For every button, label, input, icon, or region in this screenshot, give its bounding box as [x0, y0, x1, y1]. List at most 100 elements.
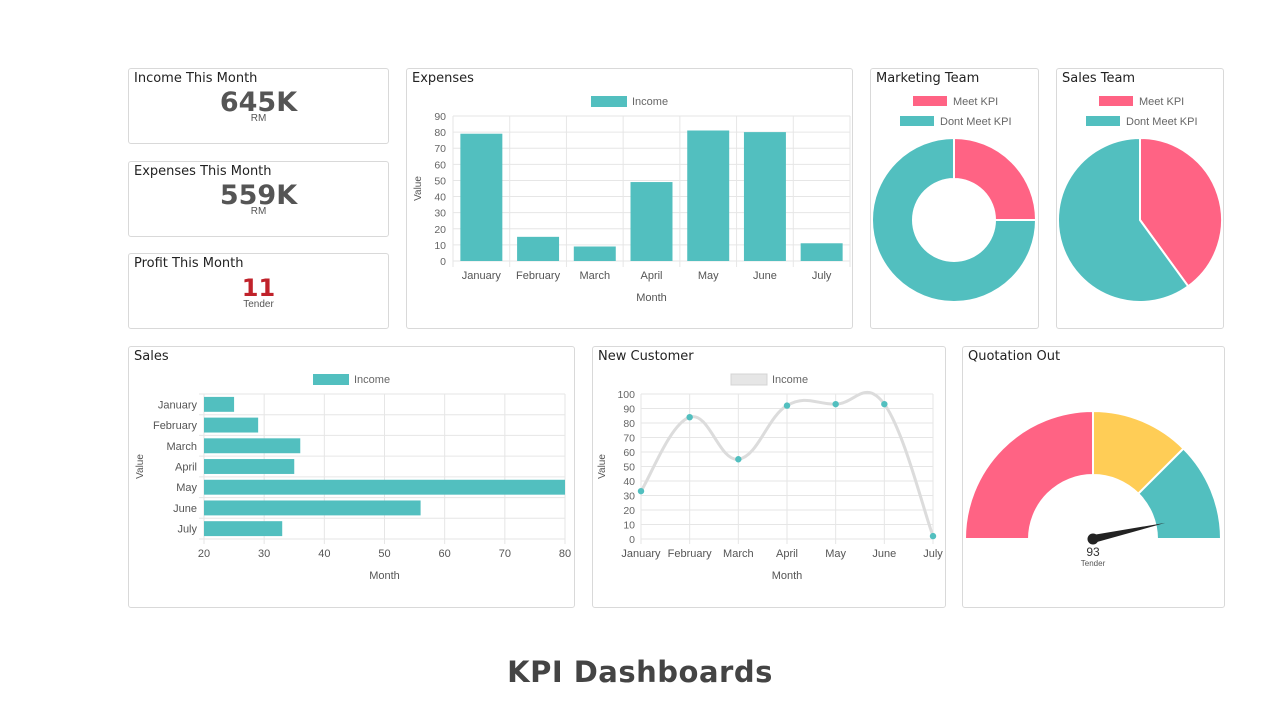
marketing-card: Marketing Team Meet KPI Dont Meet KPI [870, 68, 1039, 329]
marketing-chart: Meet KPI Dont Meet KPI [871, 96, 1038, 303]
expenses-value: 559K [219, 180, 298, 211]
x-tick-label: March [580, 270, 611, 282]
newcustomer-title: New Customer [598, 349, 694, 364]
y-tick-label: 80 [434, 127, 446, 139]
x-axis-label: Month [772, 570, 803, 582]
y-tick-label: 70 [434, 143, 446, 155]
gauge-value: 93 [1086, 545, 1100, 559]
x-tick-label: 30 [258, 548, 270, 560]
y-tick-label: 20 [623, 505, 635, 517]
data-point [881, 400, 888, 408]
legend-label: Income [632, 96, 668, 108]
x-axis-label: Month [636, 292, 667, 304]
x-tick-label: March [723, 548, 754, 560]
bar [743, 132, 786, 261]
bar [687, 130, 730, 261]
x-tick-label: April [640, 270, 662, 282]
data-point [686, 414, 693, 421]
salesteam-title: Sales Team [1062, 71, 1136, 86]
pie-slice [953, 136, 1038, 221]
y-tick-label: January [158, 399, 198, 411]
x-tick-label: June [872, 548, 896, 560]
x-tick-label: 80 [559, 548, 571, 560]
expenses-chart-title: Expenses [412, 71, 474, 86]
expenses-card: Expenses This Month 559K RM [128, 161, 389, 237]
salesteam-chart: Meet KPI Dont Meet KPI [1057, 96, 1223, 303]
x-tick-label: 70 [499, 548, 511, 560]
y-tick-label: 10 [434, 240, 446, 252]
sales-chart: Income 20 30 40 50 60 70 80 January February March… [135, 374, 571, 582]
pie-slice [1057, 136, 1190, 303]
bar [204, 521, 283, 537]
newcustomer-card: New Customer Income 0 10 20 30 40 50 60 70 80 90 10… [592, 346, 946, 608]
y-tick-label: May [176, 482, 197, 494]
newcustomer-chart: Income 0 10 20 30 40 50 60 70 80 90 100 January Febru… [597, 373, 943, 582]
y-tick-label: 60 [623, 447, 635, 459]
bar [630, 182, 673, 261]
legend-swatch [313, 374, 349, 385]
y-tick-label: 30 [623, 491, 635, 503]
pie-slice [871, 136, 1038, 303]
data-point [735, 456, 742, 463]
data-point [929, 532, 937, 540]
bar [460, 133, 503, 261]
bar [517, 236, 560, 261]
y-tick-label: 10 [623, 520, 635, 532]
y-axis-label: Value [597, 454, 608, 479]
legend-swatch [913, 96, 947, 106]
income-unit: RM [250, 113, 267, 124]
income-card: Income This Month 645K RM [128, 68, 389, 144]
quotation-card: Quotation Out 93 Tender [962, 346, 1225, 608]
income-value: 645K [219, 87, 298, 118]
y-tick-label: 20 [434, 224, 446, 236]
page-footer-title: KPI Dashboards [507, 655, 773, 689]
gauge-needle [1092, 522, 1166, 543]
pie-slice [1139, 136, 1223, 288]
x-tick-label: 20 [198, 548, 210, 560]
y-tick-label: June [173, 503, 197, 515]
quotation-title: Quotation Out [968, 349, 1061, 364]
legend-label: Income [772, 374, 808, 386]
x-tick-label: May [698, 270, 719, 282]
income-card-title: Income This Month [134, 71, 258, 86]
y-tick-label: April [175, 462, 197, 474]
bar [204, 396, 235, 412]
bar [204, 417, 259, 433]
y-tick-label: March [166, 441, 197, 453]
gauge-segment [963, 409, 1094, 540]
bar [204, 438, 301, 454]
y-tick-label: 0 [440, 256, 446, 268]
gauge-segment [1136, 447, 1223, 540]
y-axis-label: Value [135, 454, 146, 479]
expenses-chart: Income 0 10 20 30 40 50 60 70 80 90 January February… [413, 96, 851, 304]
salesteam-card: Sales Team Meet KPI Dont Meet KPI [1056, 68, 1224, 329]
bar [800, 243, 843, 261]
gauge-hub [1087, 533, 1099, 545]
data-point [832, 400, 839, 408]
expenses-card-title: Expenses This Month [134, 164, 272, 179]
sales-chart-title: Sales [134, 349, 169, 364]
y-tick-label: 100 [617, 389, 635, 401]
bar [204, 459, 295, 474]
bar [204, 500, 421, 516]
gauge-unit: Tender [1081, 559, 1106, 568]
x-tick-label: June [753, 270, 777, 282]
profit-card-title: Profit This Month [134, 256, 244, 271]
legend-label: Meet KPI [1139, 96, 1184, 108]
y-axis-label: Value [413, 176, 424, 201]
y-tick-label: July [177, 524, 197, 536]
x-tick-label: July [812, 270, 832, 282]
y-tick-label: 0 [629, 534, 635, 546]
x-axis-label: Month [369, 570, 400, 582]
x-tick-label: 40 [318, 548, 330, 560]
legend-swatch [1086, 116, 1120, 126]
profit-card: Profit This Month 11 Tender [128, 253, 389, 329]
y-tick-label: 50 [434, 175, 446, 187]
legend-swatch [900, 116, 934, 126]
y-tick-label: 60 [434, 159, 446, 171]
bar [573, 246, 616, 261]
y-tick-label: 90 [434, 111, 446, 123]
y-tick-label: 40 [623, 476, 635, 488]
marketing-title: Marketing Team [876, 71, 980, 86]
